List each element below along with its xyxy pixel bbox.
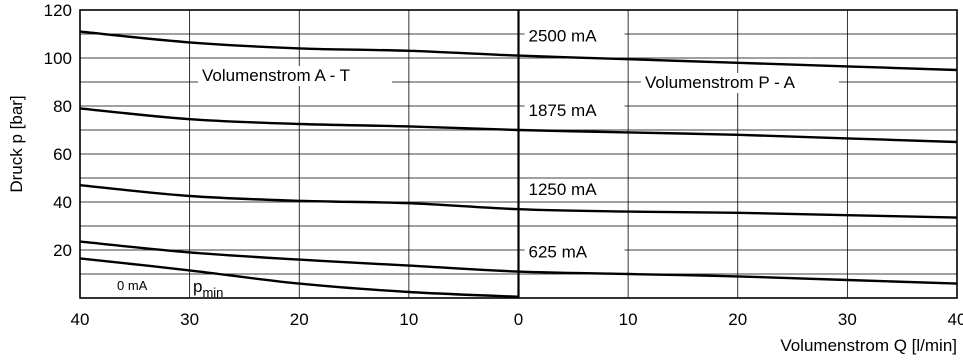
labels-group: 2500 mA 1875 mA 1250 mA 625 mA <box>524 26 625 263</box>
series-label: 625 mA <box>529 243 588 262</box>
y-tick-label: 40 <box>53 193 72 212</box>
series-line <box>79 184 958 219</box>
region-label-p-a: Volumenstrom P - A <box>641 73 839 93</box>
y-tick-label: 60 <box>53 145 72 164</box>
series-label-background <box>524 180 625 201</box>
x-tick-label: 20 <box>290 310 309 329</box>
y-tick-label: 120 <box>44 1 72 20</box>
x-tick-label: 10 <box>399 310 418 329</box>
series-group <box>79 30 958 298</box>
series-line <box>79 107 958 144</box>
zero-ma-label: 0 mA <box>117 278 148 293</box>
series-label-background <box>524 101 625 121</box>
x-tick-label: 0 <box>514 310 523 329</box>
x-tick-label: 10 <box>619 310 638 329</box>
x-tick-label: 30 <box>180 310 199 329</box>
series-line <box>79 257 519 298</box>
p-min-main: p <box>193 277 202 296</box>
series-label: 1250 mA <box>529 180 598 199</box>
region-label-left: Volumenstrom A - T <box>202 66 350 85</box>
x-axis-title: Volumenstrom Q [l/min] <box>780 336 957 355</box>
series-label-background <box>524 26 625 47</box>
series-line <box>79 240 958 285</box>
y-tick-label: 100 <box>44 49 72 68</box>
x-tick-label: 40 <box>71 310 90 329</box>
p-min-subscript: min <box>202 285 223 300</box>
x-tick-label: 40 <box>948 310 963 329</box>
series-label-background <box>524 242 625 263</box>
y-tick-label: 80 <box>53 97 72 116</box>
p-min-label: pmin <box>193 277 223 300</box>
y-tick-label: 20 <box>53 241 72 260</box>
region-label-a-t: Volumenstrom A - T <box>198 66 392 86</box>
x-tick-label: 30 <box>838 310 857 329</box>
region-label-right: Volumenstrom P - A <box>645 73 796 92</box>
x-tick-label: 20 <box>728 310 747 329</box>
series-label: 1875 mA <box>529 101 598 120</box>
y-axis-title: Druck p [bar] <box>7 95 26 192</box>
series-line <box>79 30 958 72</box>
series-label: 2500 mA <box>529 27 598 46</box>
